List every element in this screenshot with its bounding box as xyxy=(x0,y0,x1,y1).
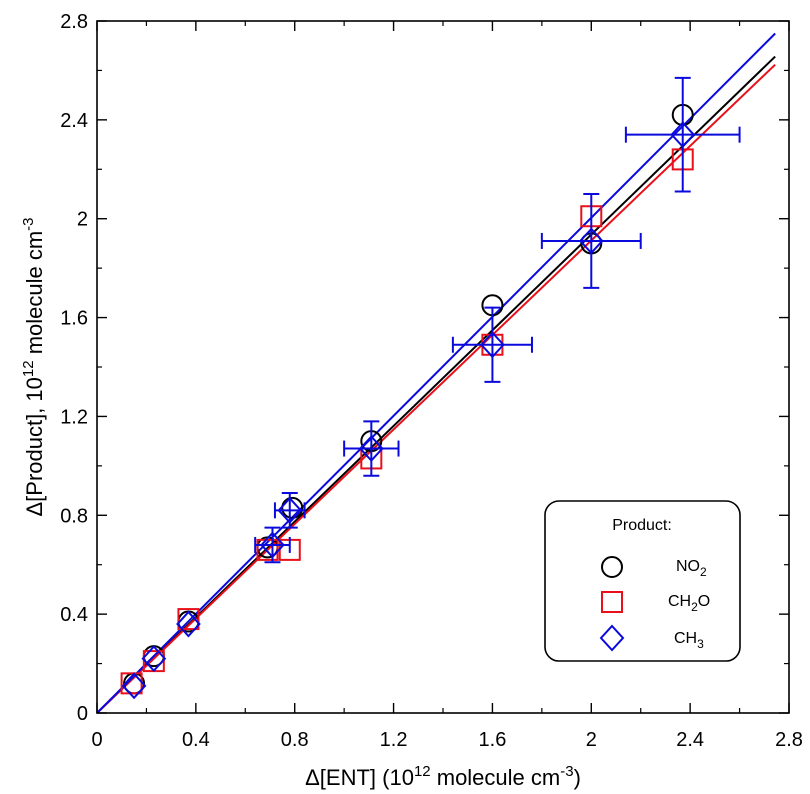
point-ch3 xyxy=(480,331,505,359)
x-tick-label: 2.4 xyxy=(676,729,704,751)
legend-marker-no2 xyxy=(601,556,623,578)
legend-label-ch2o: CH2O xyxy=(668,593,710,614)
point-ch3 xyxy=(578,227,604,255)
x-tick-label: 1.6 xyxy=(479,729,507,751)
y-tick-label: 1.6 xyxy=(60,308,88,330)
point-ch3 xyxy=(277,496,303,524)
x-tick-label: 2.8 xyxy=(775,729,803,751)
fit-line-ch3 xyxy=(96,32,776,714)
legend: Product: NO2 CH2O CH3 xyxy=(544,500,741,662)
legend-box xyxy=(544,500,741,662)
y-tick-label: 0.4 xyxy=(60,604,88,626)
tick-labels: 0 0.4 0.8 1.2 1.6 2 2.4 2.8 0 0.4 0.8 1.2 1.6 2 2.4 2.8 xyxy=(60,11,803,751)
axis-ticks xyxy=(96,20,790,714)
legend-marker-ch2o xyxy=(601,591,623,613)
legend-marker-ch3 xyxy=(599,624,625,652)
x-tick-label: 0 xyxy=(91,729,102,751)
point-ch3 xyxy=(358,435,384,463)
point-ch3 xyxy=(121,672,147,700)
y-tick-label: 0.8 xyxy=(60,505,88,527)
point-ch3 xyxy=(260,531,285,559)
y-tick-label: 0 xyxy=(77,703,88,725)
fit-lines xyxy=(96,32,776,714)
y-tick-label: 1.2 xyxy=(60,406,88,428)
y-axis-title: Δ[Product], 1012 molecule cm-3 xyxy=(20,217,47,516)
point-ch3 xyxy=(670,121,696,149)
point-ch3 xyxy=(176,610,201,638)
x-axis-title: Δ[ENT] (1012 molecule cm-3) xyxy=(305,763,581,790)
legend-title: Product: xyxy=(612,517,672,534)
y-tick-label: 2 xyxy=(77,209,88,231)
point-ch3 xyxy=(141,645,167,673)
x-tick-label: 2 xyxy=(586,729,597,751)
y-tick-label: 2.4 xyxy=(60,110,88,132)
legend-label-ch3: CH3 xyxy=(674,630,704,651)
y-tick-label: 2.8 xyxy=(60,11,88,33)
data-points xyxy=(120,76,741,700)
legend-label-no2: NO2 xyxy=(676,558,707,579)
plot-frame xyxy=(96,20,790,714)
x-tick-label: 1.2 xyxy=(380,729,408,751)
point-ch2o xyxy=(177,608,200,631)
x-tick-label: 0.8 xyxy=(281,729,309,751)
x-tick-label: 0.4 xyxy=(182,729,210,751)
fit-line-ch2o xyxy=(96,63,776,714)
point-ch2o xyxy=(256,538,279,561)
